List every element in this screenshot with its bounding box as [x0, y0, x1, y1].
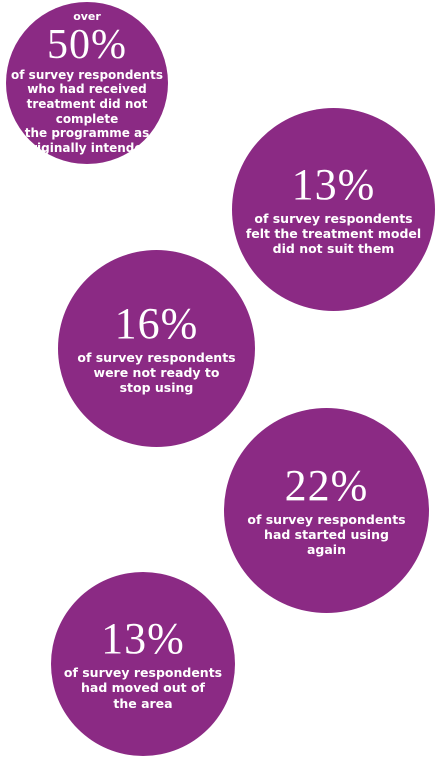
stat-bubble-model-unsuitable: 13% of survey respondents felt the treat…: [232, 108, 435, 311]
stat-percentage: 16%: [114, 298, 199, 348]
stat-description-line: of survey respondents: [254, 210, 413, 226]
stat-description-line: stop using: [119, 380, 194, 396]
stat-description: of survey respondents were not ready to …: [77, 350, 235, 396]
stat-percentage: 22%: [284, 460, 369, 510]
stat-description-line: who had received: [27, 82, 147, 97]
stat-description-line: the area: [113, 695, 173, 711]
stat-description-line: of survey respondents: [11, 67, 163, 82]
stat-description-line: the programme as: [24, 126, 150, 141]
stat-description-line: treatment did not complete: [26, 96, 148, 126]
stat-description: of survey respondents had moved out of t…: [64, 665, 222, 711]
stat-description-line: were not ready to: [93, 364, 220, 380]
stat-description-line: did not suit them: [272, 241, 395, 257]
stat-description-line: had moved out of: [80, 680, 205, 696]
stat-description-line: of survey respondents: [77, 349, 236, 365]
stat-description: of survey respondents felt the treatment…: [246, 211, 421, 257]
stat-description-line: had started using: [264, 526, 389, 542]
stat-description-line: of survey respondents: [63, 665, 223, 681]
stat-percentage: 13%: [291, 159, 376, 209]
stat-description: of survey respondents who had received t…: [6, 68, 168, 156]
stat-prefix: over: [73, 9, 101, 23]
stat-bubble-not-ready: 16% of survey respondents were not ready…: [58, 250, 255, 447]
stat-description-line: of survey respondents: [247, 511, 406, 527]
stat-description-line: originally intended: [22, 140, 152, 155]
stat-bubble-moved-out: 13% of survey respondents had moved out …: [51, 572, 235, 756]
stat-description-line: again: [306, 542, 346, 558]
stat-percentage: 50%: [47, 21, 127, 68]
stat-percentage: 13%: [101, 614, 185, 664]
stat-description-line: felt the treatment model: [245, 225, 422, 241]
stat-bubble-started-using-again: 22% of survey respondents had started us…: [224, 408, 429, 613]
stat-bubble-incomplete-programme: over 50% of survey respondents who had r…: [6, 2, 168, 164]
stat-description: of survey respondents had started using …: [247, 512, 405, 558]
